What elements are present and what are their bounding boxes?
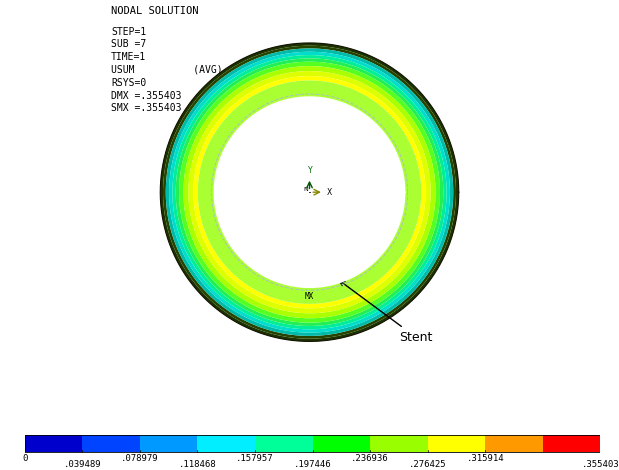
Bar (197, 435, 255, 452)
Bar (428, 435, 485, 452)
Bar (25, 435, 82, 452)
Polygon shape (179, 62, 440, 323)
Text: .078979: .078979 (121, 454, 158, 462)
Text: N: N (303, 187, 308, 192)
Polygon shape (173, 55, 446, 329)
Text: .236936: .236936 (352, 454, 389, 462)
Polygon shape (160, 43, 459, 341)
Bar (25, 435, 600, 452)
Polygon shape (198, 80, 421, 304)
Text: .197446: .197446 (294, 460, 331, 469)
Text: .315914: .315914 (467, 454, 504, 462)
Polygon shape (193, 76, 426, 308)
Polygon shape (163, 46, 456, 339)
Bar (485, 435, 543, 452)
Text: .355403: .355403 (582, 460, 619, 469)
Bar (370, 435, 428, 452)
Bar (543, 435, 600, 452)
Polygon shape (183, 66, 436, 318)
Polygon shape (188, 71, 431, 313)
Text: X: X (327, 188, 332, 196)
Text: .039489: .039489 (64, 460, 101, 469)
Bar (140, 435, 197, 452)
Polygon shape (166, 48, 453, 336)
Text: 0: 0 (22, 454, 27, 462)
Text: MX: MX (305, 292, 314, 301)
Bar (313, 435, 370, 452)
Text: .157957: .157957 (236, 454, 274, 462)
Text: .276425: .276425 (409, 460, 446, 469)
Circle shape (215, 98, 404, 286)
Text: STEP=1
SUB =7
TIME=1
USUM          (AVG)
RSYS=0
DMX =.355403
SMX =.355403: STEP=1 SUB =7 TIME=1 USUM (AVG) RSYS=0 D… (111, 27, 223, 113)
Text: .118468: .118468 (179, 460, 216, 469)
Bar (255, 435, 313, 452)
Text: Stent: Stent (340, 281, 433, 344)
Polygon shape (169, 52, 450, 333)
Polygon shape (176, 58, 443, 326)
Text: Y: Y (308, 166, 313, 175)
Text: NODAL SOLUTION: NODAL SOLUTION (111, 6, 199, 16)
Bar (82, 435, 140, 452)
